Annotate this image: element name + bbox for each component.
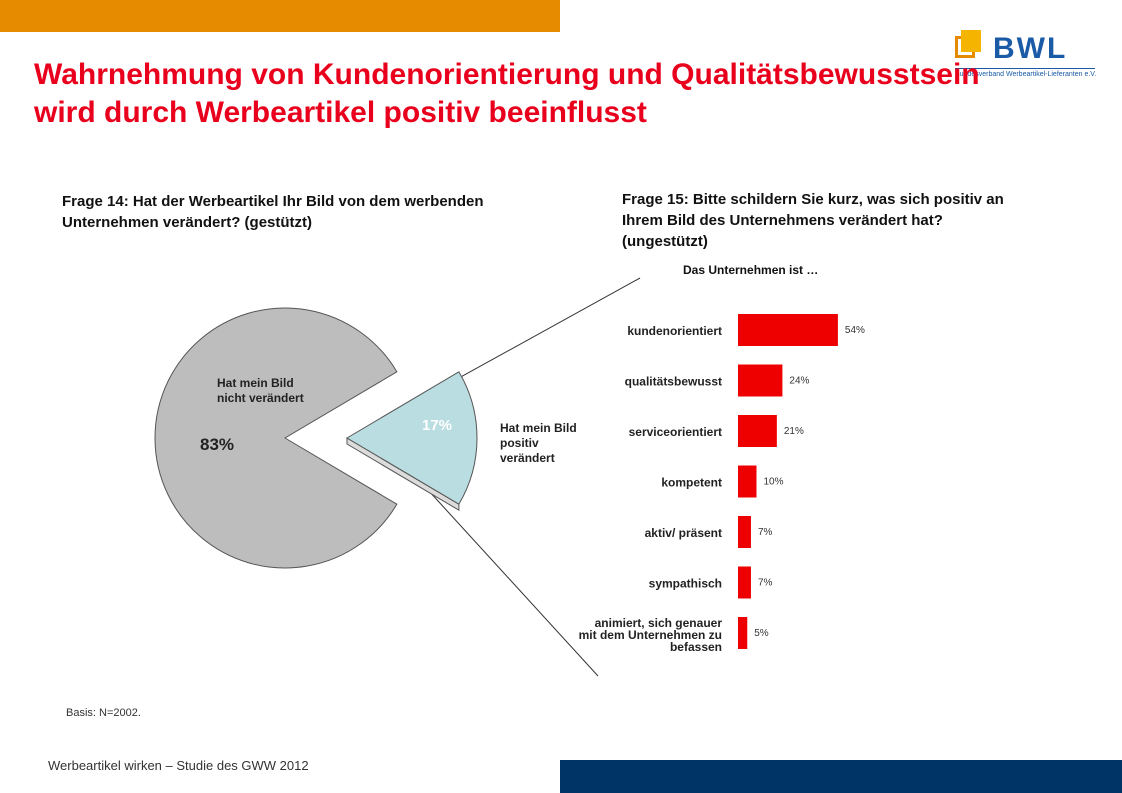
pie-slice-unchanged: [154, 307, 398, 569]
bar-category-label-3: kompetent: [661, 476, 722, 490]
footer-text: Werbeartikel wirken – Studie des GWW 201…: [48, 758, 309, 773]
pie-value-unchanged: 83%: [200, 435, 234, 454]
pie-value-changed: 17%: [422, 417, 452, 434]
bar-4: [738, 516, 751, 548]
logo-subtitle: Bundesverband Werbeartikel-Lieferanten e…: [955, 71, 1097, 78]
bar-category-label-5: sympathisch: [649, 577, 722, 591]
bar-value-label-6: 5%: [754, 628, 769, 639]
logo-rule: [955, 68, 1095, 69]
bar-chart: 54% kundenorientiert 24% qualitätsbewusst 21…: [579, 314, 865, 654]
bar-value-label-3: 10%: [764, 477, 784, 488]
bar-chart-heading: Das Unternehmen ist …: [683, 263, 819, 277]
pie-chart: 83% Hat mein Bild nicht verändert 17% Hat me…: [154, 277, 641, 677]
top-accent-bar: [0, 0, 560, 32]
question-14: Frage 14: Hat der Werbeartikel Ihr Bild …: [62, 193, 484, 231]
bar-category-label-1: qualitätsbewusst: [625, 375, 722, 389]
pie-slice-changed: [346, 371, 478, 505]
bwl-logo: BWL Bundesverband Werbeartikel-Lieferant…: [955, 24, 1097, 84]
bar-value-label-1: 24%: [789, 376, 809, 387]
pie-label-unchanged: Hat mein Bild nicht verändert: [217, 376, 304, 405]
bar-0: [738, 314, 838, 346]
bar-value-label-0: 54%: [845, 325, 865, 336]
bar-6: [738, 617, 748, 649]
logo-text: BWL: [993, 32, 1068, 65]
basis-note: Basis: N=2002.: [66, 707, 141, 719]
bottom-accent-bar: [560, 760, 1122, 793]
bar-2: [738, 415, 777, 447]
connector-line-bottom: [427, 489, 599, 677]
pie-label-changed: Hat mein Bild positiv verändert: [500, 421, 577, 465]
question-15: Frage 15: Bitte schildern Sie kurz, was …: [622, 191, 1004, 250]
bar-category-label-4: aktiv/ präsent: [645, 526, 722, 540]
bar-category-label-6: animiert, sich genauer mit dem Unternehme…: [579, 616, 723, 654]
logo-square-fill: [961, 30, 981, 52]
bar-category-label-2: serviceorientiert: [629, 425, 722, 439]
bar-3: [738, 465, 757, 498]
bar-1: [738, 364, 783, 397]
bar-5: [738, 566, 751, 599]
bar-value-label-2: 21%: [784, 426, 804, 437]
bar-value-label-4: 7%: [758, 527, 773, 538]
bar-category-label-0: kundenorientiert: [627, 324, 722, 338]
slide-title: Wahrnehmung von Kundenorientierung und Q…: [34, 58, 980, 129]
bar-value-label-5: 7%: [758, 578, 773, 589]
